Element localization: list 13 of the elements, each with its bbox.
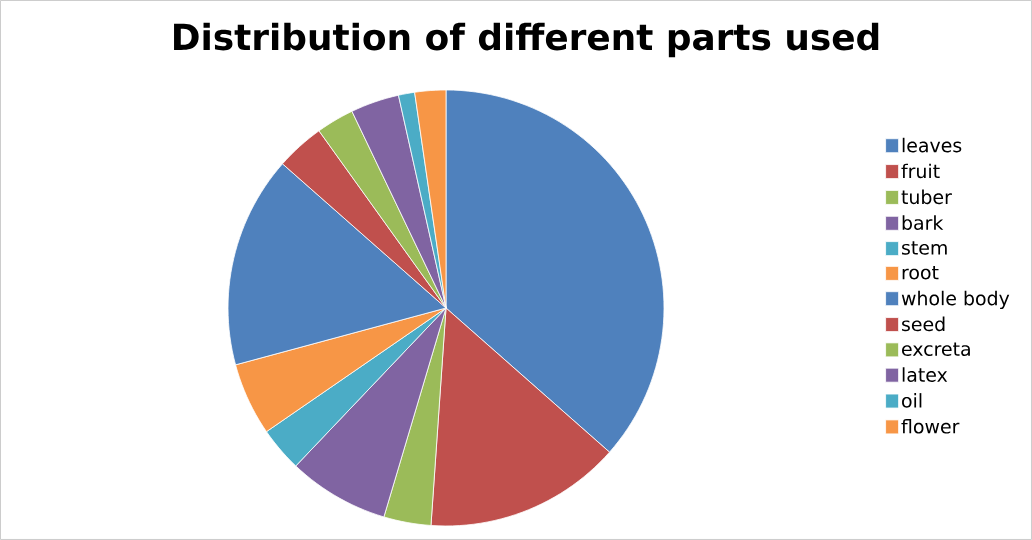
legend-label: leaves (902, 137, 962, 153)
legend-label: fruit (901, 163, 940, 179)
legend-label: tuber (901, 189, 952, 205)
legend-label: stem (902, 241, 947, 255)
chart-title: Distribution of different parts used (174, 22, 879, 58)
legend-label: seed (902, 316, 945, 332)
legend-label: flower (901, 418, 960, 434)
legend-label: root (902, 266, 939, 280)
legend-label: excreta (902, 342, 970, 357)
legend-label: latex (902, 367, 948, 382)
legend-label: bark (902, 215, 944, 230)
legend-label: oil (902, 393, 922, 408)
legend-label: whole body (901, 290, 1010, 310)
